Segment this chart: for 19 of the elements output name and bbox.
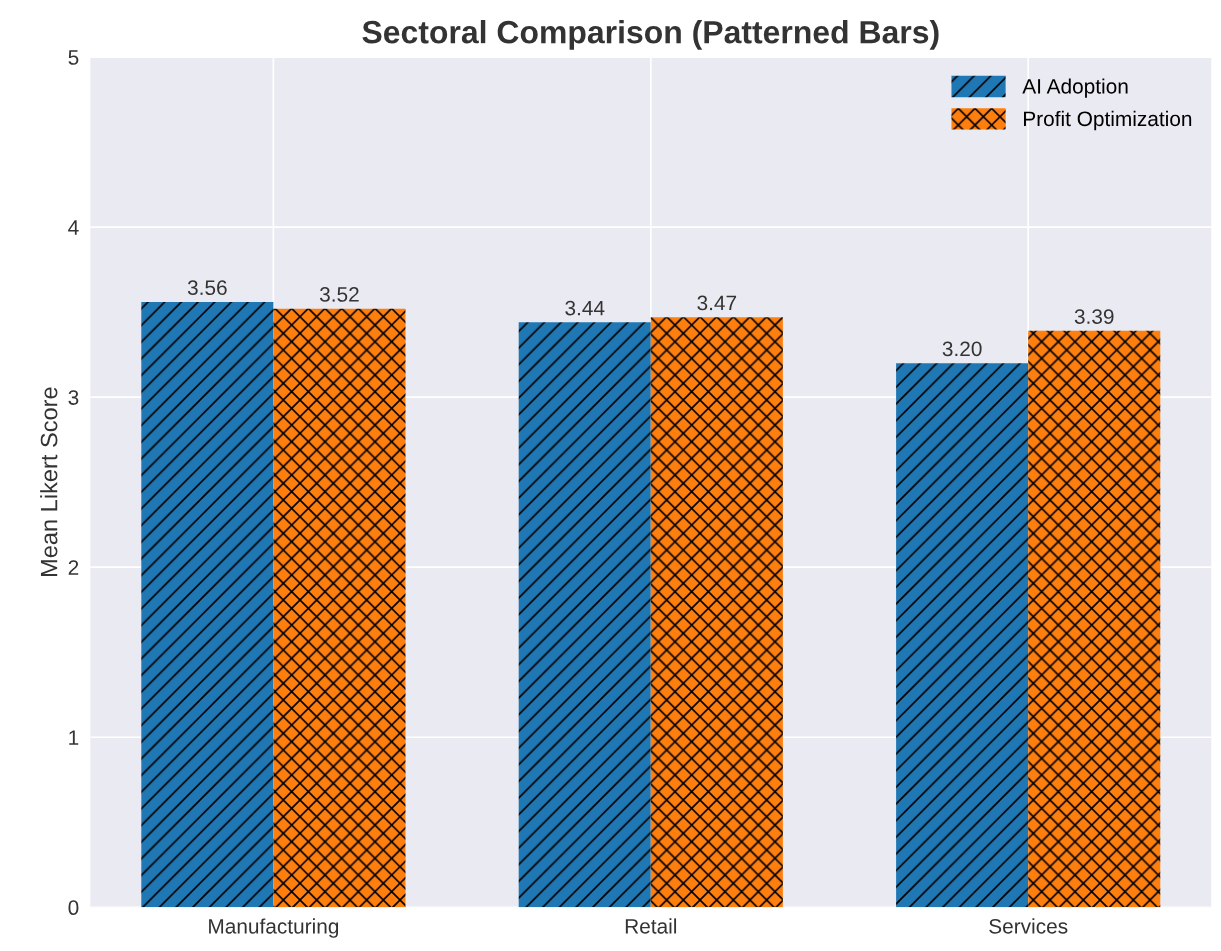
y-tick-label: 2 (68, 560, 79, 575)
x-tick-label: Retail (625, 918, 677, 934)
x-tick-label: Manufacturing (209, 918, 339, 938)
y-axis-title: Mean Likert Score (40, 387, 58, 577)
data-label: 3.44 (565, 300, 605, 316)
y-tick-label: 4 (68, 220, 79, 235)
data-label: 3.56 (187, 280, 227, 296)
legend-label: AI Adoption (1022, 78, 1128, 98)
chart-title: Sectoral Comparison (Patterned Bars) (362, 20, 939, 50)
data-label: 3.52 (319, 287, 359, 302)
y-tick-label: 3 (68, 390, 79, 405)
data-label: 3.20 (942, 341, 982, 357)
x-tick-label: Services (989, 918, 1068, 934)
y-tick-label: 5 (68, 50, 79, 65)
data-label: 3.47 (697, 295, 737, 311)
y-tick-label: 0 (68, 900, 79, 916)
legend-label: Profit Optimization (1024, 110, 1192, 131)
y-tick-label: 1 (69, 730, 79, 745)
data-label: 3.39 (1074, 309, 1114, 324)
